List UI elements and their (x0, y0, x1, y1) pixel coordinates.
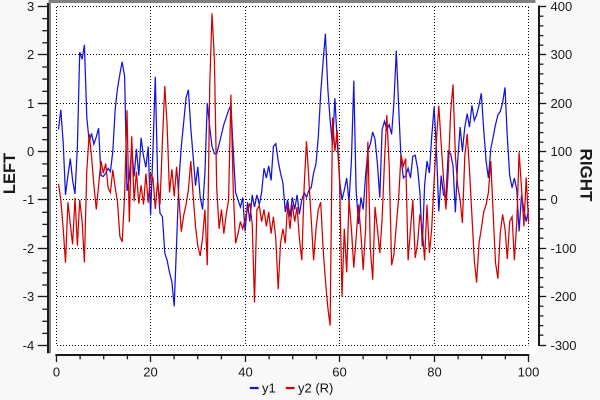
svg-text:1: 1 (27, 96, 34, 111)
svg-text:100: 100 (551, 144, 573, 159)
svg-text:200: 200 (551, 96, 573, 111)
svg-text:y2 (R): y2 (R) (298, 381, 333, 396)
svg-text:400: 400 (551, 0, 573, 14)
svg-text:-300: -300 (551, 338, 577, 353)
svg-text:-1: -1 (23, 192, 35, 207)
svg-text:-2: -2 (23, 241, 35, 256)
svg-text:RIGHT: RIGHT (577, 149, 596, 203)
svg-text:300: 300 (551, 47, 573, 62)
svg-text:80: 80 (427, 365, 441, 380)
svg-text:40: 40 (238, 365, 252, 380)
svg-text:100: 100 (518, 365, 540, 380)
svg-text:-200: -200 (551, 289, 577, 304)
svg-text:0: 0 (551, 192, 558, 207)
svg-text:20: 20 (143, 365, 157, 380)
svg-text:y1: y1 (262, 381, 276, 396)
svg-text:LEFT: LEFT (1, 153, 19, 194)
svg-text:0: 0 (53, 365, 60, 380)
svg-text:3: 3 (27, 0, 34, 14)
svg-text:-4: -4 (23, 338, 35, 353)
svg-text:-100: -100 (551, 241, 577, 256)
svg-text:60: 60 (332, 365, 346, 380)
svg-text:-3: -3 (23, 289, 35, 304)
svg-text:0: 0 (27, 144, 34, 159)
svg-text:2: 2 (27, 47, 34, 62)
